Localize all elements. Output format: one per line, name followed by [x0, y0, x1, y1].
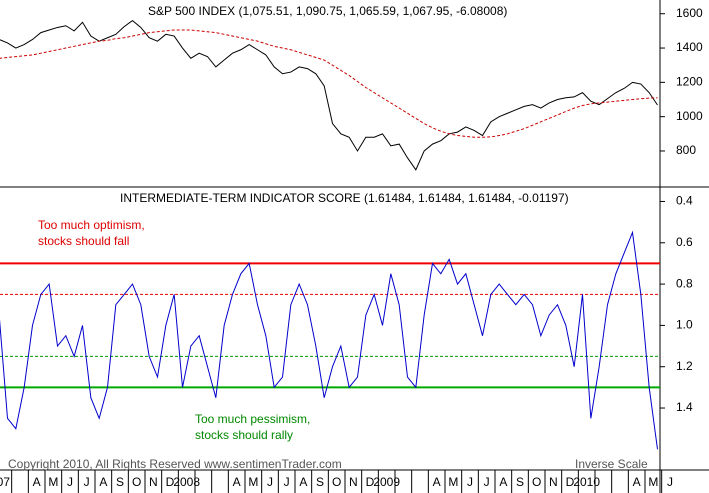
annotation: Too much pessimism, — [195, 412, 310, 426]
scale-note: Inverse Scale — [575, 457, 648, 471]
x-tick-label: A — [299, 475, 307, 489]
series-line — [0, 29, 658, 138]
x-tick-label: O — [532, 475, 541, 489]
x-tick-label: A — [499, 475, 507, 489]
x-tick-label: 2008 — [173, 475, 200, 489]
x-tick-label: A — [33, 475, 41, 489]
x-tick-label: O — [332, 475, 341, 489]
y-tick-label: 0.8 — [676, 276, 693, 290]
y-tick-label: 1400 — [676, 40, 703, 54]
annotation: stocks should rally — [195, 428, 293, 442]
x-tick-label: 07 — [0, 475, 10, 489]
x-tick-label: S — [116, 475, 124, 489]
x-tick-label: A — [233, 475, 241, 489]
x-tick-label: N — [549, 475, 558, 489]
x-tick-label: N — [349, 475, 358, 489]
y-tick-label: 1.4 — [676, 400, 693, 414]
x-tick-label: S — [516, 475, 524, 489]
x-tick-label: J — [484, 475, 490, 489]
x-tick-label: M — [448, 475, 458, 489]
x-tick-label: J — [67, 475, 73, 489]
x-tick-label: M — [648, 475, 658, 489]
footer: Copyright 2010, All Rights Reserved www.… — [8, 457, 342, 471]
x-tick-label: O — [132, 475, 141, 489]
y-tick-label: 1000 — [676, 109, 703, 123]
x-tick-label: M — [48, 475, 58, 489]
x-tick-label: 2010 — [573, 475, 600, 489]
y-tick-label: 800 — [676, 143, 696, 157]
x-tick-label: A — [99, 475, 107, 489]
annotation: stocks should fall — [38, 234, 129, 248]
x-tick-label: J — [267, 475, 273, 489]
x-tick-label: N — [149, 475, 158, 489]
annotation: Too much optimism, — [38, 218, 145, 232]
plot-area — [0, 19, 660, 450]
x-tick-label: M — [248, 475, 258, 489]
x-tick-label: D — [366, 475, 375, 489]
x-tick-label: J — [467, 475, 473, 489]
chart-title: S&P 500 INDEX (1,075.51, 1,090.75, 1,065… — [148, 4, 507, 18]
y-tick-label: 1.2 — [676, 359, 693, 373]
y-tick-label: 0.4 — [676, 194, 693, 208]
x-tick-label: D — [166, 475, 175, 489]
x-tick-label: 2009 — [373, 475, 400, 489]
x-tick-label: J — [84, 475, 90, 489]
y-tick-label: 0.6 — [676, 235, 693, 249]
x-tick-label: D — [566, 475, 575, 489]
x-tick-label: A — [433, 475, 441, 489]
x-tick-label: A — [633, 475, 641, 489]
x-tick-label: J — [667, 475, 673, 489]
series-line — [0, 230, 658, 450]
y-tick-label: 1600 — [676, 6, 703, 20]
x-tick-label: J — [284, 475, 290, 489]
y-tick-label: 1200 — [676, 75, 703, 89]
chart-title: INTERMEDIATE-TERM INDICATOR SCORE (1.614… — [120, 191, 569, 205]
y-tick-label: 1.0 — [676, 318, 693, 332]
series-line — [0, 19, 658, 171]
x-tick-label: S — [316, 475, 324, 489]
